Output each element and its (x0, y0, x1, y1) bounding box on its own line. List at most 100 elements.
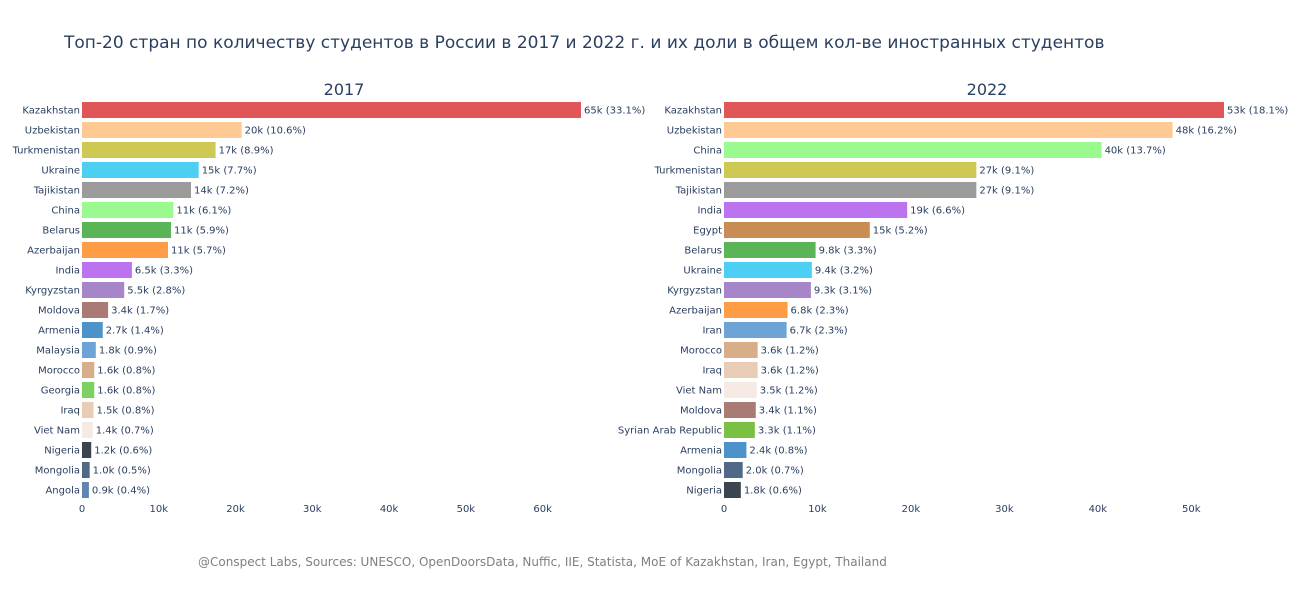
bar-turkmenistan (724, 162, 977, 178)
x-tick-label: 30k (995, 504, 1014, 515)
bar-kazakhstan (82, 102, 581, 118)
category-label: Iraq (60, 406, 80, 417)
category-label: Azerbaijan (27, 246, 80, 257)
bar-iraq (724, 362, 758, 378)
category-label: India (55, 266, 80, 277)
data-label: 2.4k (0.8%) (749, 446, 807, 457)
category-label: Kyrgyzstan (25, 286, 80, 297)
bar-syrian-arab-republic (724, 422, 755, 438)
category-label: Morocco (680, 346, 722, 357)
category-label: Moldova (680, 406, 722, 417)
bar-egypt (724, 222, 870, 238)
category-label: Tajikistan (33, 186, 80, 197)
data-label: 9.4k (3.2%) (815, 266, 873, 277)
bar-uzbekistan (82, 122, 242, 138)
category-label: Syrian Arab Republic (618, 426, 722, 437)
subplot-2022: 2022 0 10k 20k 30k 40k 50k Kazakhstan 53k (18.1%… (618, 80, 1289, 515)
data-label: 1.8k (0.6%) (744, 486, 802, 497)
bar-mongolia (82, 462, 90, 478)
category-label: Belarus (684, 246, 722, 257)
bar-mongolia (724, 462, 743, 478)
data-label: 3.5k (1.2%) (760, 386, 818, 397)
data-label: 48k (16.2%) (1176, 126, 1237, 137)
bar-nigeria (82, 442, 92, 458)
category-label: Kazakhstan (664, 106, 722, 117)
data-label: 17k (8.9%) (219, 146, 274, 157)
data-label: 9.3k (3.1%) (814, 286, 872, 297)
bar-georgia (82, 382, 95, 398)
x-tick-label: 10k (150, 504, 169, 515)
bar-india (724, 202, 908, 218)
data-label: 3.4k (1.7%) (111, 306, 169, 317)
bar-ukraine (724, 262, 812, 278)
category-label: Ukraine (683, 266, 722, 277)
data-label: 15k (7.7%) (202, 166, 257, 177)
category-label: Armenia (680, 446, 722, 457)
x-tick-label: 0 (721, 504, 727, 515)
category-label: Egypt (693, 226, 722, 237)
category-label: Morocco (38, 366, 80, 377)
bar-iraq (82, 402, 94, 418)
bar-turkmenistan (82, 142, 216, 158)
x-tick-label: 40k (1089, 504, 1108, 515)
bar-viet-nam (82, 422, 93, 438)
x-tick-label: 0 (79, 504, 85, 515)
bar-azerbaijan (724, 302, 788, 318)
x-tick-label: 40k (380, 504, 399, 515)
category-label: Kyrgyzstan (667, 286, 722, 297)
category-label: Belarus (42, 226, 80, 237)
bar-azerbaijan (82, 242, 168, 258)
category-label: Viet Nam (676, 386, 722, 397)
bar-belarus (724, 242, 816, 258)
bar-uzbekistan (724, 122, 1173, 138)
data-label: 3.6k (1.2%) (761, 346, 819, 357)
bar-moldova (82, 302, 109, 318)
category-label: Viet Nam (34, 426, 80, 437)
data-label: 11k (6.1%) (176, 206, 231, 217)
data-label: 9.8k (3.3%) (819, 246, 877, 257)
bar-iran (724, 322, 787, 338)
category-label: China (51, 206, 80, 217)
data-label: 1.8k (0.9%) (99, 346, 157, 357)
bar-kyrgyzstan (724, 282, 811, 298)
category-label: China (693, 146, 722, 157)
chart-title: Топ-20 стран по количеству студентов в Р… (64, 33, 1105, 53)
category-label: Nigeria (44, 446, 80, 457)
category-label: Turkmenistan (12, 146, 80, 157)
category-label: India (697, 206, 722, 217)
x-tick-label: 20k (902, 504, 921, 515)
bar-morocco (82, 362, 95, 378)
data-label: 1.6k (0.8%) (97, 366, 155, 377)
category-label: Turkmenistan (654, 166, 722, 177)
category-label: Iraq (702, 366, 722, 377)
data-label: 11k (5.7%) (171, 246, 226, 257)
data-label: 1.2k (0.6%) (94, 446, 152, 457)
category-label: Iran (702, 326, 722, 337)
x-tick-label: 60k (533, 504, 552, 515)
data-label: 53k (18.1%) (1227, 106, 1288, 117)
data-label: 11k (5.9%) (174, 226, 229, 237)
data-label: 19k (6.6%) (910, 206, 965, 217)
category-label: Malaysia (36, 346, 80, 357)
x-tick-label: 20k (226, 504, 245, 515)
data-label: 27k (9.1%) (979, 186, 1034, 197)
data-label: 2.7k (1.4%) (106, 326, 164, 337)
category-label: Georgia (41, 386, 80, 397)
category-label: Azerbaijan (669, 306, 722, 317)
x-tick-label: 50k (1182, 504, 1201, 515)
category-label: Mongolia (35, 466, 80, 477)
data-label: 1.0k (0.5%) (93, 466, 151, 477)
subplot-title: 2022 (967, 80, 1008, 99)
data-label: 1.5k (0.8%) (97, 406, 155, 417)
bar-angola (82, 482, 89, 498)
category-label: Tajikistan (675, 186, 722, 197)
category-label: Ukraine (41, 166, 80, 177)
category-label: Kazakhstan (22, 106, 80, 117)
bar-tajikistan (82, 182, 192, 198)
subplot-title: 2017 (324, 80, 365, 99)
bar-china (82, 202, 174, 218)
category-label: Nigeria (686, 486, 722, 497)
data-label: 14k (7.2%) (194, 186, 249, 197)
data-label: 1.6k (0.8%) (97, 386, 155, 397)
